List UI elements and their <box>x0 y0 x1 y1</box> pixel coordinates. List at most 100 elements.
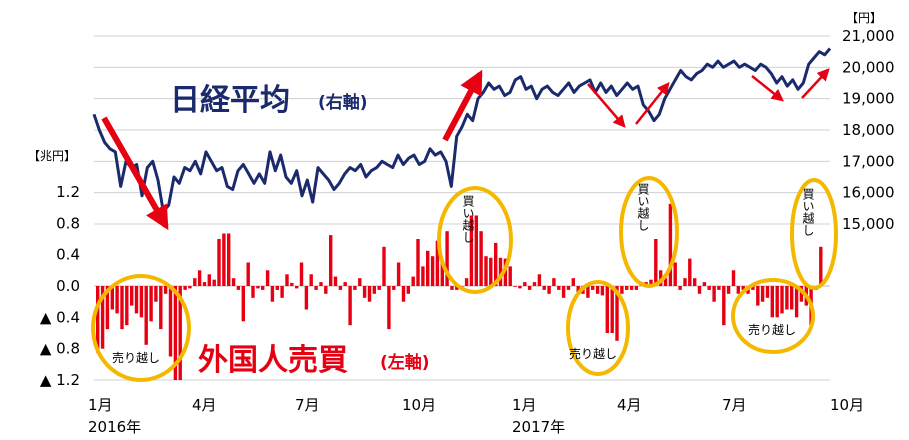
bar-125 <box>702 282 707 286</box>
foreign-axis-note: (左軸) <box>380 352 430 373</box>
right-tick-4: 17,000 <box>842 152 895 170</box>
bar-121 <box>683 278 687 286</box>
bar-140 <box>775 286 779 318</box>
arrow-down-1 <box>101 116 169 231</box>
bar-16 <box>173 286 178 380</box>
bar-92 <box>542 286 546 290</box>
bar-1 <box>100 286 105 349</box>
left-axis-unit: 【兆円】 <box>28 149 76 163</box>
bar-90 <box>532 282 537 286</box>
bar-74 <box>455 286 459 290</box>
callout-buy-1: 買い越し <box>461 195 475 243</box>
callout-sell-3: 売り越し <box>748 322 796 337</box>
callout-buy-2: 買い越し <box>636 183 650 231</box>
bar-54 <box>358 278 362 286</box>
bar-48 <box>329 235 333 286</box>
bar-13 <box>159 286 163 330</box>
year-label-2017: 2017年 <box>512 418 565 436</box>
bar-109 <box>625 286 629 290</box>
bar-37 <box>275 286 279 290</box>
callout-circle-buy-3 <box>790 178 838 290</box>
callout-circle-buy-1 <box>437 186 513 294</box>
bar-30 <box>241 286 245 322</box>
arrow-up-2 <box>635 82 670 125</box>
bar-86 <box>513 286 517 287</box>
bar-27 <box>227 233 231 286</box>
bar-47 <box>324 286 328 294</box>
bar-107 <box>615 286 619 341</box>
bar-55 <box>362 286 367 298</box>
foreign-title: 外国人売買 <box>198 343 348 378</box>
bar-32 <box>251 286 255 298</box>
x-tick-4: 1月 <box>512 396 537 414</box>
bar-60 <box>387 286 391 330</box>
bar-119 <box>673 262 677 286</box>
bar-12 <box>154 286 158 302</box>
bar-26 <box>222 233 226 286</box>
bar-70 <box>435 240 440 286</box>
bar-28 <box>231 278 236 286</box>
bar-101 <box>586 286 590 298</box>
left-tick-1: 0.8 <box>56 214 80 232</box>
x-tick-3: 10月 <box>402 396 436 414</box>
right-tick-2: 19,000 <box>842 90 895 108</box>
callout-circle-buy-2 <box>619 176 679 288</box>
bar-88 <box>523 282 527 286</box>
x-tick-7: 10月 <box>830 396 864 414</box>
bar-138 <box>765 286 770 298</box>
bar-124 <box>697 286 702 294</box>
nikkei-axis-note: (右軸) <box>318 92 368 113</box>
bar-128 <box>717 286 721 290</box>
bar-series-foreign <box>96 203 823 380</box>
bar-66 <box>416 239 420 286</box>
bar-72 <box>445 231 449 286</box>
bar-120 <box>678 286 682 290</box>
bar-102 <box>591 286 595 290</box>
callout-circle-sell-1 <box>91 274 191 382</box>
bar-76 <box>464 278 469 286</box>
left-tick-0: 1.2 <box>56 183 80 201</box>
left-tick-2: 0.4 <box>56 246 80 264</box>
bar-118 <box>668 203 673 287</box>
bar-11 <box>149 286 153 322</box>
bar-131 <box>731 270 736 286</box>
bar-52 <box>348 286 352 326</box>
bar-80 <box>484 256 488 286</box>
bar-77 <box>469 215 474 286</box>
bar-149 <box>819 246 823 286</box>
callout-sell-1: 売り越し <box>112 350 160 365</box>
bar-132 <box>736 286 740 294</box>
bar-14 <box>163 286 168 294</box>
bar-69 <box>430 256 435 286</box>
left-tick-6: ▲ 1.2 <box>40 371 80 389</box>
bar-81 <box>489 257 493 286</box>
bar-104 <box>600 286 605 296</box>
bar-85 <box>508 266 512 286</box>
nikkei-title: 日経平均 <box>170 83 290 118</box>
bar-83 <box>498 257 503 286</box>
bar-25 <box>217 239 221 286</box>
bar-97 <box>566 286 571 290</box>
x-tick-6: 7月 <box>722 396 747 414</box>
year-label-2016: 2016年 <box>88 418 141 436</box>
bar-123 <box>693 278 697 286</box>
bar-58 <box>377 286 381 290</box>
bar-98 <box>571 278 575 286</box>
bar-35 <box>265 270 270 286</box>
x-tick-0: 1月 <box>88 396 113 414</box>
bar-49 <box>333 276 338 286</box>
bar-53 <box>353 286 357 290</box>
bar-62 <box>396 262 401 286</box>
bar-67 <box>421 266 425 286</box>
arrow-up-3 <box>801 68 830 99</box>
bar-2 <box>105 286 110 330</box>
bar-63 <box>401 286 406 302</box>
arrow-up-1 <box>442 69 483 142</box>
x-axis-ticks: 1月 4月 7月 10月 1月 4月 7月 10月 <box>88 396 864 414</box>
right-tick-5: 16,000 <box>842 184 895 202</box>
bar-61 <box>392 286 396 290</box>
left-tick-3: 0.0 <box>56 277 80 295</box>
bar-71 <box>440 262 444 286</box>
bar-0 <box>96 286 100 353</box>
